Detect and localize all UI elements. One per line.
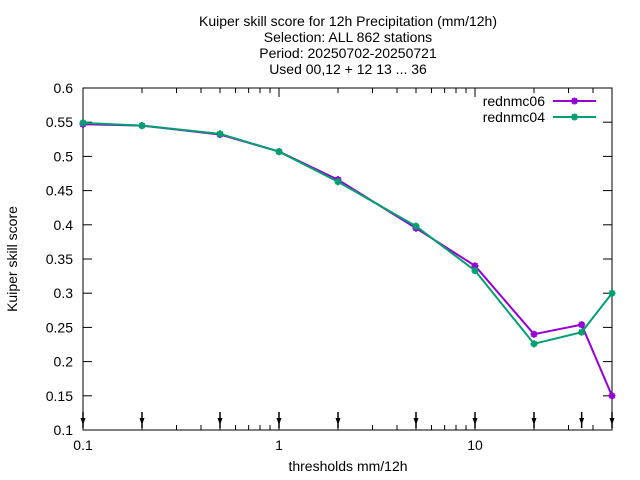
data-point (471, 262, 479, 270)
legend-marker (571, 113, 578, 121)
legend-marker (571, 97, 578, 105)
title-line-4: Used 00,12 + 12 13 ... 36 (269, 61, 427, 77)
threshold-marker-arrow (579, 418, 585, 425)
y-axis-label: Kuiper skill score (4, 206, 20, 312)
legend-entry: rednmc04 (483, 109, 596, 125)
data-point (275, 148, 283, 156)
threshold-marker-arrow (609, 418, 615, 425)
data-point (412, 222, 420, 230)
data-point (471, 267, 479, 275)
y-axis-ticks: 0.1 0.15 0.2 0.25 0.3 0.35 0.4 0.45 0.5 0.55 0.6 (46, 80, 612, 438)
y-tick-label: 0.55 (46, 114, 73, 130)
data-point (79, 119, 87, 127)
series-line (82, 121, 613, 345)
y-tick-label: 0.5 (54, 148, 74, 164)
title-line-2: Selection: ALL 862 stations (264, 29, 432, 45)
data-point (138, 122, 146, 130)
data-point (216, 130, 224, 138)
y-tick-label: 0.25 (46, 319, 73, 335)
threshold-marker-arrow (413, 418, 419, 425)
data-point (578, 328, 586, 336)
threshold-marker-arrow (276, 418, 282, 425)
threshold-marker-arrow (217, 418, 223, 425)
series-rednmc06 (79, 120, 616, 400)
plot-area-frame (82, 87, 613, 431)
x-tick-label: 0.1 (73, 437, 93, 453)
data-point (608, 392, 616, 400)
data-point (530, 330, 538, 338)
threshold-marker-arrow (531, 418, 537, 425)
data-point (530, 340, 538, 348)
data-point (334, 178, 342, 186)
threshold-marker-arrow (472, 418, 478, 425)
title-line-1: Kuiper skill score for 12h Precipitation… (199, 13, 497, 29)
x-axis-label: thresholds mm/12h (288, 458, 407, 474)
chart-title: Kuiper skill score for 12h Precipitation… (199, 13, 497, 77)
legend-entry: rednmc06 (483, 93, 596, 109)
y-tick-label: 0.4 (54, 217, 74, 233)
series-layer (79, 119, 616, 400)
y-tick-label: 0.35 (46, 251, 73, 267)
y-tick-label: 0.15 (46, 388, 73, 404)
x-tick-label: 10 (467, 437, 483, 453)
threshold-marker-arrow (335, 418, 341, 425)
data-point (608, 289, 616, 297)
threshold-marker-arrow (80, 418, 86, 425)
x-tick-label: 1 (275, 437, 283, 453)
series-line (82, 123, 613, 397)
y-tick-label: 0.45 (46, 183, 73, 199)
data-point (578, 321, 586, 329)
threshold-marker-arrow (139, 418, 145, 425)
legend-label: rednmc06 (483, 93, 545, 109)
threshold-markers (80, 412, 615, 428)
y-tick-label: 0.6 (54, 80, 74, 96)
y-tick-label: 0.3 (54, 285, 74, 301)
title-line-3: Period: 20250702-20250721 (259, 45, 437, 61)
y-tick-label: 0.1 (54, 422, 74, 438)
x-axis-ticks: 0.1 1 10 (73, 88, 613, 453)
legend-label: rednmc04 (483, 109, 545, 125)
series-rednmc04 (79, 119, 616, 348)
y-tick-label: 0.2 (54, 354, 74, 370)
